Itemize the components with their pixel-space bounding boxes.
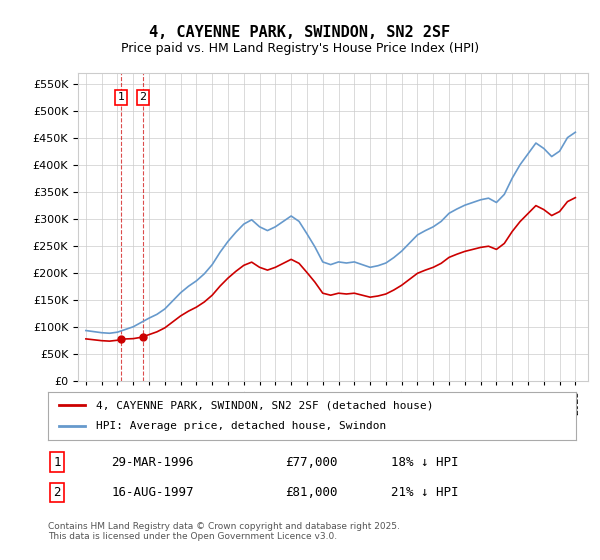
Text: 21% ↓ HPI: 21% ↓ HPI bbox=[391, 486, 459, 500]
Text: HPI: Average price, detached house, Swindon: HPI: Average price, detached house, Swin… bbox=[95, 421, 386, 431]
Text: 4, CAYENNE PARK, SWINDON, SN2 2SF: 4, CAYENNE PARK, SWINDON, SN2 2SF bbox=[149, 25, 451, 40]
Text: 18% ↓ HPI: 18% ↓ HPI bbox=[391, 455, 459, 469]
Text: £77,000: £77,000 bbox=[286, 455, 338, 469]
Text: 2: 2 bbox=[53, 486, 61, 500]
Text: 1: 1 bbox=[118, 92, 125, 102]
Text: Contains HM Land Registry data © Crown copyright and database right 2025.
This d: Contains HM Land Registry data © Crown c… bbox=[48, 522, 400, 542]
Text: 1: 1 bbox=[53, 455, 61, 469]
Text: 4, CAYENNE PARK, SWINDON, SN2 2SF (detached house): 4, CAYENNE PARK, SWINDON, SN2 2SF (detac… bbox=[95, 400, 433, 410]
Text: Price paid vs. HM Land Registry's House Price Index (HPI): Price paid vs. HM Land Registry's House … bbox=[121, 42, 479, 55]
Text: 16-AUG-1997: 16-AUG-1997 bbox=[112, 486, 194, 500]
Text: 29-MAR-1996: 29-MAR-1996 bbox=[112, 455, 194, 469]
Text: £81,000: £81,000 bbox=[286, 486, 338, 500]
Text: 2: 2 bbox=[139, 92, 146, 102]
